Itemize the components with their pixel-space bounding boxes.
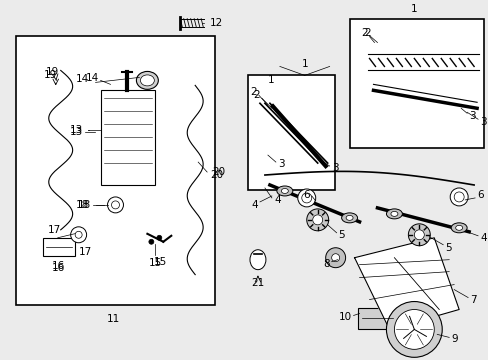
Text: 1: 1 [410, 4, 417, 14]
Bar [101, 90, 155, 185]
Text: 2: 2 [364, 28, 370, 37]
Ellipse shape [249, 250, 265, 270]
Text: 14: 14 [85, 73, 99, 84]
Text: 4: 4 [479, 233, 486, 243]
Text: 16: 16 [52, 261, 65, 271]
Circle shape [312, 215, 322, 225]
Ellipse shape [276, 186, 292, 196]
Circle shape [394, 310, 433, 349]
Bar [357, 307, 397, 329]
Circle shape [75, 231, 82, 238]
Text: 1: 1 [301, 59, 307, 69]
Text: 4: 4 [251, 200, 258, 210]
Text: 13: 13 [69, 127, 82, 137]
Text: 5: 5 [444, 243, 451, 253]
Text: 20: 20 [212, 167, 225, 177]
Text: 8: 8 [323, 259, 329, 269]
Text: 17: 17 [79, 247, 92, 257]
Text: 19: 19 [44, 71, 57, 80]
Circle shape [386, 302, 441, 357]
Bar [16, 36, 215, 305]
Circle shape [449, 188, 467, 206]
Text: 4: 4 [274, 195, 281, 205]
Ellipse shape [341, 213, 357, 223]
Text: 3: 3 [479, 117, 486, 127]
Circle shape [453, 192, 463, 202]
Ellipse shape [450, 223, 466, 233]
Text: 13: 13 [69, 125, 82, 135]
Ellipse shape [140, 75, 154, 86]
Circle shape [301, 193, 311, 203]
Text: 3: 3 [277, 159, 284, 169]
Text: 14: 14 [75, 75, 88, 84]
Ellipse shape [455, 225, 462, 230]
Text: 15: 15 [148, 258, 162, 268]
Circle shape [413, 230, 424, 240]
Bar [42, 238, 75, 256]
Ellipse shape [386, 209, 402, 219]
Text: 21: 21 [251, 278, 264, 288]
Text: 15: 15 [153, 257, 166, 267]
Text: 12: 12 [210, 18, 223, 28]
Text: 2: 2 [360, 28, 367, 37]
Ellipse shape [136, 71, 158, 89]
Text: 2: 2 [253, 90, 260, 100]
Text: 6: 6 [476, 190, 483, 200]
Circle shape [107, 197, 123, 213]
Ellipse shape [390, 211, 397, 216]
Polygon shape [354, 238, 458, 329]
Text: 5: 5 [338, 230, 345, 240]
Text: 6: 6 [303, 190, 309, 200]
Text: 18: 18 [75, 200, 88, 210]
Circle shape [157, 235, 162, 240]
Text: 17: 17 [48, 225, 61, 235]
Text: 3: 3 [468, 111, 475, 121]
Circle shape [297, 189, 315, 207]
Bar [247, 75, 334, 190]
Circle shape [148, 239, 154, 244]
Text: 16: 16 [52, 263, 65, 273]
Ellipse shape [281, 189, 288, 193]
Ellipse shape [346, 215, 352, 220]
Text: 9: 9 [450, 334, 457, 345]
Text: 1: 1 [267, 75, 274, 85]
Text: 7: 7 [469, 294, 476, 305]
Text: 10: 10 [338, 312, 351, 323]
Text: 19: 19 [46, 67, 59, 77]
Circle shape [407, 224, 429, 246]
Circle shape [325, 248, 345, 268]
Text: 11: 11 [107, 314, 120, 324]
Bar [349, 19, 483, 148]
Text: 18: 18 [77, 200, 90, 210]
Text: 3: 3 [331, 163, 338, 173]
Circle shape [111, 201, 119, 209]
Text: 2: 2 [250, 87, 256, 97]
Circle shape [331, 254, 339, 262]
Circle shape [71, 227, 86, 243]
Circle shape [306, 209, 328, 231]
Text: 20: 20 [210, 170, 223, 180]
